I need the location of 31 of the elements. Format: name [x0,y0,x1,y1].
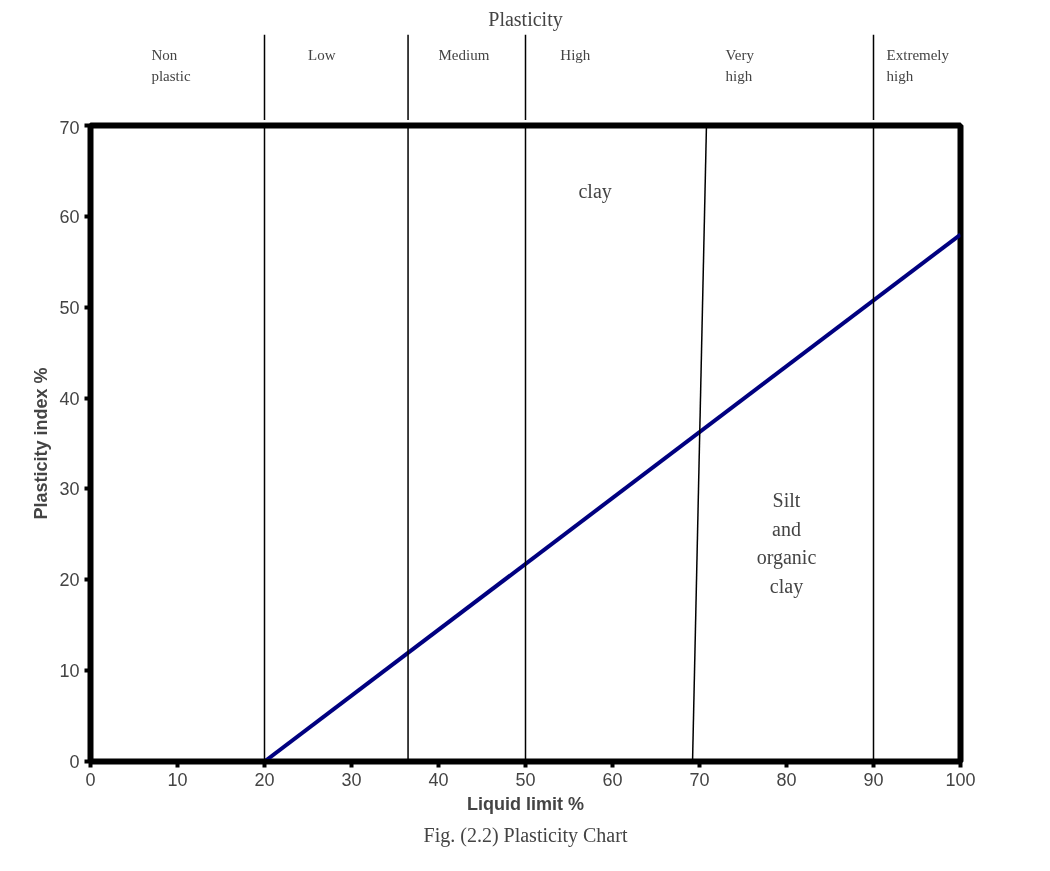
x-tick-label: 10 [167,769,188,790]
annotation: clay [578,180,612,204]
x-tick-label: 30 [341,769,362,790]
x-tick-label: 20 [254,769,275,790]
x-axis-title: Liquid limit % [467,793,584,814]
y-axis-title: Plasticity index % [31,367,52,520]
y-tick-label: 70 [59,117,80,138]
x-tick-label: 70 [689,769,710,790]
y-tick-label: 30 [59,479,80,500]
y-tick-label: 0 [69,752,80,772]
x-tick-label: 0 [85,769,96,790]
x-tick-label: 40 [428,769,449,790]
text: Non plastic [151,47,191,85]
chart-title: Plasticity [488,7,563,31]
x-tick-label: 100 [945,769,976,790]
text: Very high [725,47,755,85]
y-tick-label: 10 [59,661,80,682]
text: Extremely high [886,47,950,85]
y-tick-label: 20 [59,570,80,591]
text: Low [308,47,336,64]
x-tick-label: 60 [602,769,623,790]
text: Fig. (2.2) Plasticity Chart [423,823,628,847]
x-tick-label: 90 [863,769,884,790]
x-tick-label: 50 [515,769,536,790]
annotation: Silt and organic clay [756,488,817,598]
y-tick-label: 60 [59,206,80,227]
x-tick-label: 80 [776,769,797,790]
y-tick-label: 50 [59,297,80,318]
y-tick-label: 40 [59,388,80,409]
text: Medium [438,47,490,64]
text: High [560,47,591,64]
